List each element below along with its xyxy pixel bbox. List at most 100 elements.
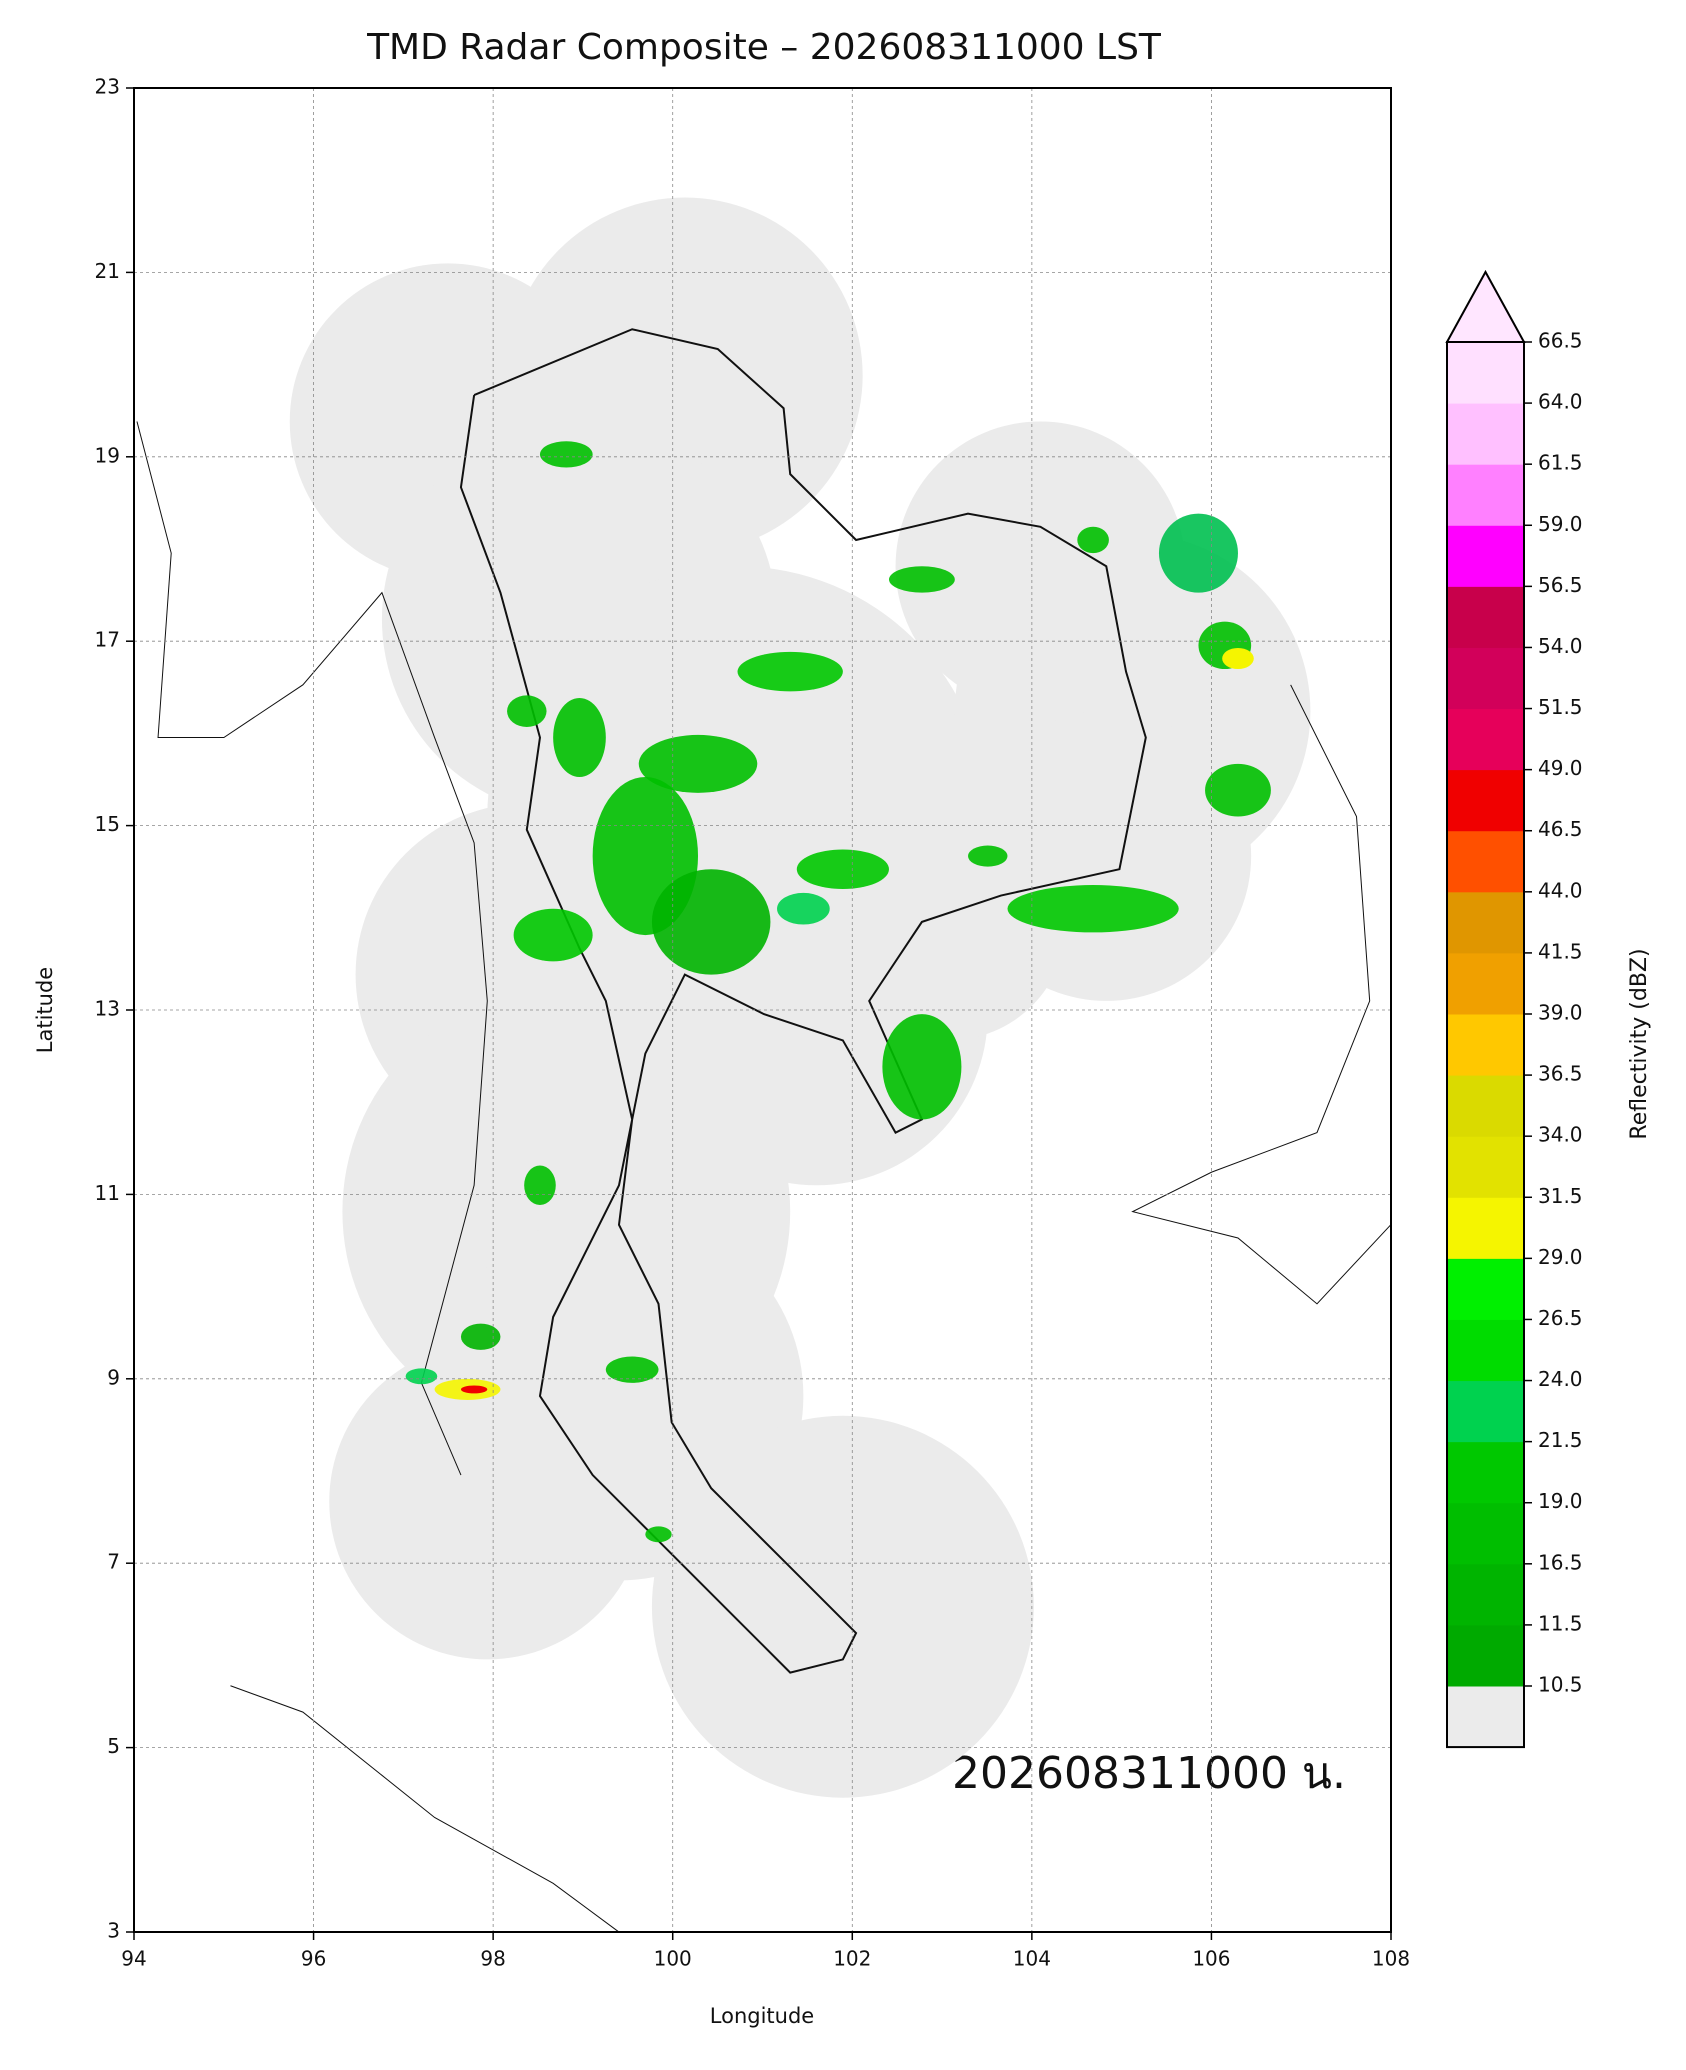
colorbar-segment: [1447, 1624, 1524, 1687]
echo: [796, 849, 889, 889]
echo: [651, 869, 771, 975]
echo: [1158, 513, 1238, 593]
echo: [553, 698, 606, 778]
echo: [888, 566, 955, 593]
colorbar-segment: [1447, 464, 1524, 526]
colorbar-tick-label: 39.0: [1538, 1001, 1583, 1025]
echo-core: [460, 1385, 488, 1394]
colorbar-segment: [1447, 769, 1524, 832]
colorbar-tick-label: 34.0: [1538, 1123, 1583, 1147]
y-tick-label: 13: [95, 997, 120, 1021]
x-tick-label: 100: [654, 1947, 692, 1971]
colorbar-tick-label: 31.5: [1538, 1184, 1583, 1208]
echo: [405, 1368, 438, 1385]
y-tick-label: 15: [95, 812, 120, 836]
x-axis-label: Longitude: [710, 2004, 814, 2028]
colorbar-frame: [1446, 341, 1525, 1749]
colorbar-tick-label: 49.0: [1538, 756, 1583, 780]
echo: [507, 695, 547, 727]
colorbar-tick-label: 26.5: [1538, 1306, 1583, 1330]
echo: [638, 734, 758, 793]
echo: [513, 908, 593, 962]
coverage-circle: [329, 1343, 646, 1660]
colorbar-segment: [1447, 1319, 1524, 1382]
colorbar-segment: [1447, 1136, 1524, 1198]
coastline: [136, 421, 488, 1476]
x-tick-label: 98: [480, 1947, 505, 1971]
echo: [524, 1165, 556, 1206]
y-tick-label: 7: [107, 1550, 120, 1574]
colorbar-tick-label: 24.0: [1538, 1367, 1583, 1391]
echo: [605, 1356, 659, 1383]
echo: [645, 1526, 672, 1543]
x-tick-label: 108: [1372, 1947, 1410, 1971]
y-axis-label: Latitude: [33, 967, 57, 1053]
echo: [882, 1014, 962, 1120]
y-tick-label: 21: [95, 259, 120, 283]
colorbar-tick-label: 19.0: [1538, 1489, 1583, 1513]
colorbar-tick-label: 10.5: [1538, 1673, 1583, 1697]
colorbar-tick-label: 64.0: [1538, 390, 1583, 414]
axes-frame: [133, 87, 1392, 1933]
colorbar-tick-label: 51.5: [1538, 695, 1583, 719]
colorbar-segment: [1447, 708, 1524, 771]
colorbar-tick-label: 66.5: [1538, 329, 1583, 353]
coverage-circle: [829, 803, 1067, 1041]
colorbar-segment: [1447, 1075, 1524, 1137]
echo-core: [1222, 647, 1254, 670]
x-tick-label: 94: [121, 1947, 146, 1971]
echo: [1007, 885, 1179, 933]
x-tick-label: 104: [1013, 1947, 1051, 1971]
colorbar-tick-label: 11.5: [1538, 1611, 1583, 1635]
colorbar-tick-label: 54.0: [1538, 634, 1583, 658]
colorbar-segment: [1447, 1014, 1524, 1076]
echo: [777, 892, 830, 925]
y-tick-label: 19: [95, 443, 120, 467]
colorbar-tick-label: 44.0: [1538, 878, 1583, 902]
colorbar-segment: [1447, 1380, 1524, 1443]
chart-title: TMD Radar Composite – 202608311000 LST: [366, 27, 1162, 68]
echo: [1205, 763, 1271, 817]
colorbar-tick-label: 29.0: [1538, 1245, 1583, 1269]
echo: [737, 651, 843, 692]
colorbar-tick-label: 21.5: [1538, 1428, 1583, 1452]
colorbar-tick-label: 46.5: [1538, 817, 1583, 841]
colorbar-segment: [1447, 1258, 1524, 1320]
echo: [1077, 526, 1109, 554]
colorbar-segment: [1447, 1441, 1524, 1504]
radar-coverage: [289, 197, 1311, 1798]
colorbar-segment: [1447, 647, 1524, 710]
colorbar-tick-label: 36.5: [1538, 1062, 1583, 1086]
colorbar-segment: [1447, 586, 1524, 648]
colorbar-tick-label: 61.5: [1538, 451, 1583, 475]
echo: [539, 441, 593, 468]
x-tick-label: 96: [301, 1947, 326, 1971]
colorbar-segment: [1447, 830, 1524, 893]
colorbar-segment: [1447, 952, 1524, 1015]
colorbar-under: [1447, 1686, 1524, 1748]
y-tick-label: 23: [95, 75, 120, 99]
colorbar-segment: [1447, 1563, 1524, 1626]
colorbar-segment: [1447, 525, 1524, 587]
y-tick-label: 17: [95, 628, 120, 652]
country-border: [459, 328, 1147, 1674]
colorbar-tick-label: 41.5: [1538, 939, 1583, 963]
borders: [136, 328, 1392, 1933]
colorbar-label: Reflectivity (dBZ): [1627, 948, 1652, 1139]
coverage-circle: [651, 1415, 1034, 1798]
y-tick-label: 9: [107, 1365, 120, 1389]
echo: [967, 845, 1008, 867]
y-tick-label: 3: [107, 1919, 120, 1943]
colorbar-segment: [1447, 403, 1524, 465]
y-tick-label: 5: [107, 1734, 120, 1758]
colorbar-segment: [1447, 1197, 1524, 1259]
colorbar-segment: [1447, 1502, 1524, 1565]
coastline: [230, 1685, 620, 1933]
colorbar-segment: [1447, 891, 1524, 954]
coastline: [1131, 684, 1392, 1305]
radar-echoes: [405, 441, 1271, 1543]
x-tick-label: 102: [833, 1947, 871, 1971]
y-tick-label: 11: [95, 1181, 120, 1205]
timestamp-annotation: 202608311000 น.: [952, 1748, 1346, 1799]
